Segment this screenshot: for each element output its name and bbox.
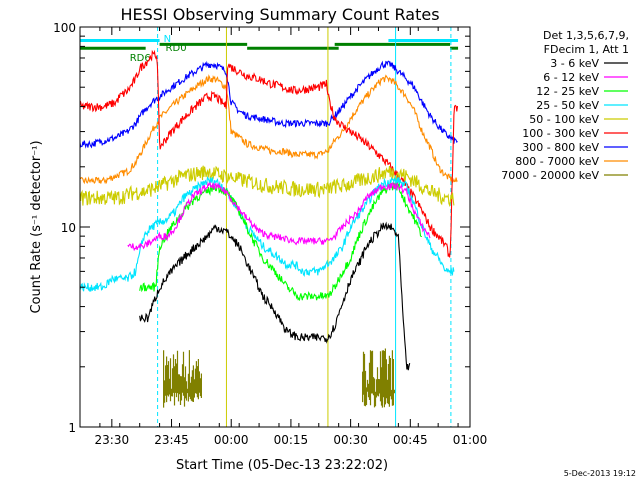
- legend-entry-label: 6 - 12 keV: [543, 71, 599, 84]
- series-50-100-kev-line: [79, 165, 455, 208]
- legend-entry-label: 7000 - 20000 keV: [501, 169, 599, 182]
- x-tick-label: 00:15: [274, 433, 309, 447]
- y-tick-label: 10: [61, 221, 76, 235]
- legend-entry-label: 300 - 800 keV: [522, 141, 599, 154]
- series-100-300-kev-line: [79, 49, 459, 258]
- flag-label-n: N: [164, 34, 171, 45]
- legend-entry-label: 12 - 25 keV: [536, 85, 599, 98]
- x-tick-label: 23:45: [154, 433, 189, 447]
- x-tick-label: 00:00: [214, 433, 249, 447]
- series-7000-20000-kev-line: [362, 348, 395, 408]
- y-axis-label: Count Rate (s⁻¹ detector⁻¹): [29, 140, 44, 313]
- y-tick-label: 1: [68, 421, 76, 435]
- legend: Det 1,3,5,6,7,9,FDecim 1, Att 13 - 6 keV…: [501, 29, 629, 182]
- legend-entry-label: 800 - 7000 keV: [515, 155, 599, 168]
- flag-label-rd6: RD6: [130, 53, 151, 64]
- legend-header-line: Det 1,3,5,6,7,9,: [543, 29, 629, 42]
- legend-entry-label: 25 - 50 keV: [536, 99, 599, 112]
- x-tick-label: 00:30: [333, 433, 368, 447]
- flag-label-rd0: RD0: [166, 43, 187, 54]
- legend-header-line: FDecim 1, Att 1: [544, 43, 629, 56]
- footer-timestamp: 5-Dec-2013 19:12: [564, 469, 636, 478]
- series-800-7000-kev-line: [79, 74, 458, 185]
- series-3-6-kev-line: [139, 221, 411, 371]
- legend-entry-label: 50 - 100 keV: [529, 113, 599, 126]
- x-tick-label: 23:30: [95, 433, 130, 447]
- series-300-800-kev-line: [79, 60, 458, 149]
- series-7000-20000-kev-line: [163, 350, 202, 408]
- y-tick-label: 100: [53, 21, 76, 35]
- x-tick-label: 01:00: [453, 433, 488, 447]
- series-6-12-kev-line: [127, 181, 431, 252]
- chart-title: HESSI Observing Summary Count Rates: [120, 5, 439, 24]
- axes: 23:30 23:45 00:00 00:15 00:30 00:45 01:00 1 10 10…: [53, 21, 487, 447]
- x-axis-label: Start Time (05-Dec-13 23:22:02): [176, 458, 388, 473]
- legend-entry-label: 100 - 300 keV: [522, 127, 599, 140]
- series-25-50-kev-line: [79, 176, 455, 292]
- x-tick-label: 00:45: [393, 433, 428, 447]
- legend-entry-label: 3 - 6 keV: [550, 57, 599, 70]
- plot-area: [79, 27, 459, 427]
